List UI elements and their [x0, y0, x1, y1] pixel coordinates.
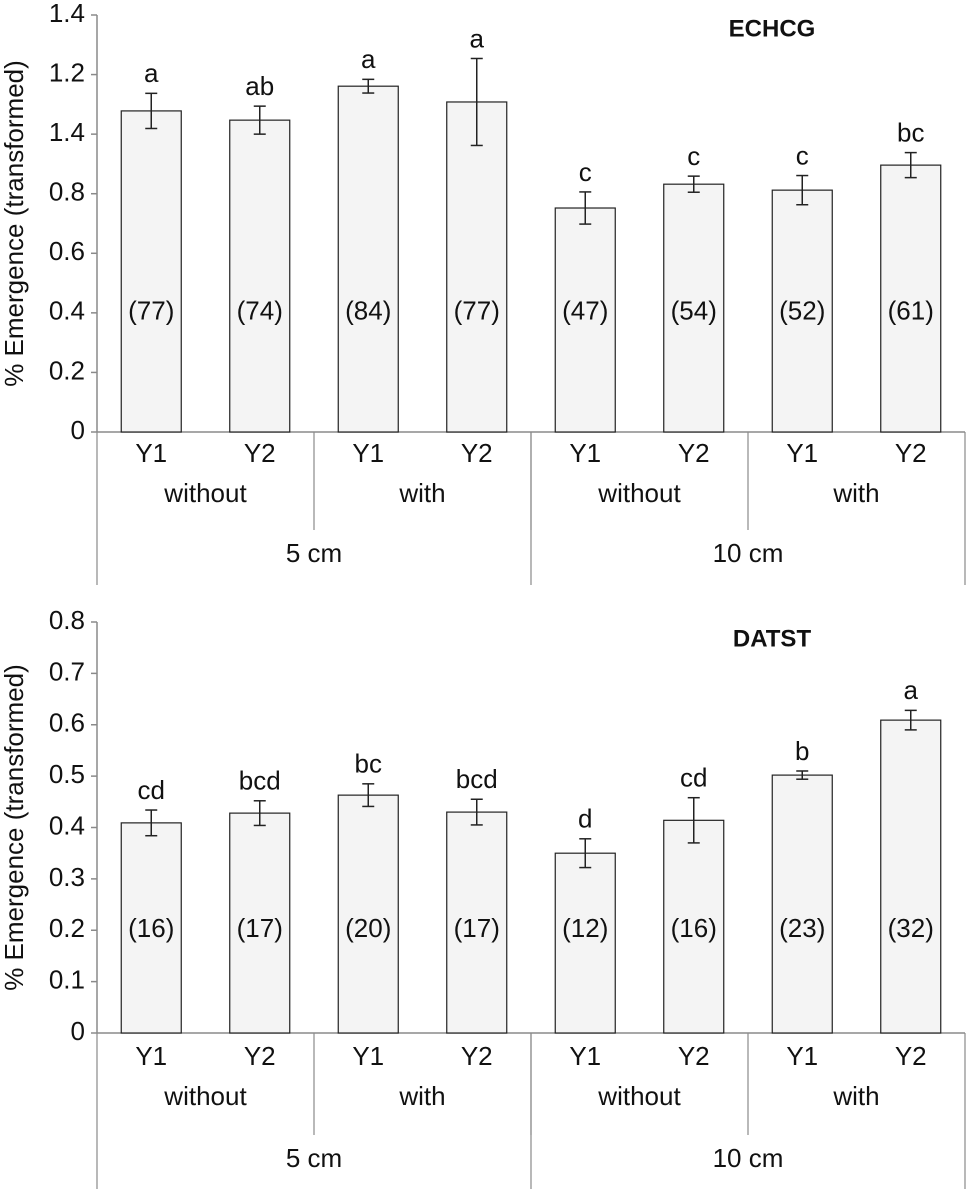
y-tick-label: 0 — [71, 1016, 85, 1046]
significance-letter: cd — [138, 775, 165, 805]
x-tick-label: Y1 — [786, 1041, 818, 1071]
y-tick-label: 0.5 — [49, 759, 85, 789]
bar — [446, 101, 508, 433]
y-tick-label: 1.2 — [49, 57, 85, 87]
x-tick-label: Y1 — [352, 1041, 384, 1071]
y-tick-label: 0.7 — [49, 656, 85, 686]
x-tick-label: Y1 — [786, 438, 818, 468]
bar — [663, 819, 725, 1034]
y-tick-label: 0.6 — [49, 708, 85, 738]
supergroup-label: 5 cm — [286, 1143, 342, 1173]
count-label: (12) — [562, 913, 608, 943]
y-tick-label: 0.2 — [49, 355, 85, 385]
y-tick-label: 1.4 — [49, 117, 85, 147]
bar — [229, 812, 291, 1034]
bar — [663, 183, 725, 433]
significance-letter: bcd — [456, 764, 498, 794]
x-tick-label: Y1 — [135, 1041, 167, 1071]
count-label: (74) — [237, 296, 283, 326]
group-label: without — [597, 1081, 681, 1111]
count-label: (52) — [779, 296, 825, 326]
group-label: without — [163, 478, 247, 508]
x-tick-label: Y2 — [895, 438, 927, 468]
bar — [880, 719, 942, 1034]
x-tick-label: Y1 — [569, 1041, 601, 1071]
y-tick-label: 0.6 — [49, 236, 85, 266]
group-label: without — [597, 478, 681, 508]
significance-letter: a — [361, 44, 376, 74]
bar — [337, 85, 399, 433]
bar — [120, 110, 182, 433]
bar — [120, 822, 182, 1034]
y-tick-label: 0.2 — [49, 913, 85, 943]
significance-letter: a — [144, 58, 159, 88]
group-label: with — [832, 478, 879, 508]
y-tick-label: 0.8 — [49, 177, 85, 207]
significance-letter: bcd — [239, 766, 281, 796]
count-label: (20) — [345, 913, 391, 943]
x-tick-label: Y2 — [461, 1041, 493, 1071]
significance-letter: ab — [245, 71, 274, 101]
bar — [880, 164, 942, 433]
x-tick-label: Y1 — [135, 438, 167, 468]
significance-letter: c — [687, 141, 700, 171]
group-label: with — [398, 1081, 445, 1111]
x-tick-label: Y2 — [678, 1041, 710, 1071]
y-axis-label: % Emergence (transformed) — [0, 60, 29, 387]
x-tick-label: Y2 — [895, 1041, 927, 1071]
chart-title: DATST — [733, 625, 812, 652]
x-tick-label: Y1 — [352, 438, 384, 468]
bar — [554, 852, 616, 1034]
x-tick-label: Y2 — [678, 438, 710, 468]
bar — [771, 774, 833, 1034]
bar — [446, 811, 508, 1034]
significance-letter: d — [578, 804, 592, 834]
bar — [337, 794, 399, 1034]
count-label: (47) — [562, 296, 608, 326]
significance-letter: a — [904, 675, 919, 705]
group-label: with — [832, 1081, 879, 1111]
count-label: (77) — [128, 296, 174, 326]
count-label: (54) — [671, 296, 717, 326]
group-label: without — [163, 1081, 247, 1111]
count-label: (84) — [345, 296, 391, 326]
y-tick-label: 0.4 — [49, 810, 85, 840]
bar — [771, 189, 833, 433]
count-label: (16) — [128, 913, 174, 943]
significance-letter: a — [470, 23, 485, 53]
group-label: with — [398, 478, 445, 508]
count-label: (17) — [237, 913, 283, 943]
significance-letter: c — [796, 140, 809, 170]
count-label: (23) — [779, 913, 825, 943]
count-label: (17) — [454, 913, 500, 943]
significance-letter: bc — [355, 749, 382, 779]
x-tick-label: Y2 — [461, 438, 493, 468]
y-tick-label: 0.3 — [49, 862, 85, 892]
y-tick-label: 0.4 — [49, 296, 85, 326]
supergroup-label: 10 cm — [713, 1143, 784, 1173]
bar — [229, 119, 291, 433]
x-tick-label: Y1 — [569, 438, 601, 468]
significance-letter: c — [579, 157, 592, 187]
supergroup-label: 10 cm — [713, 538, 784, 568]
y-tick-label: 0.1 — [49, 965, 85, 995]
count-label: (32) — [888, 913, 934, 943]
count-label: (61) — [888, 296, 934, 326]
significance-letter: b — [795, 736, 809, 766]
x-tick-label: Y2 — [244, 1041, 276, 1071]
significance-letter: bc — [897, 117, 924, 147]
bar — [554, 207, 616, 433]
chart-title: ECHCG — [729, 15, 816, 42]
supergroup-label: 5 cm — [286, 538, 342, 568]
significance-letter: cd — [680, 763, 707, 793]
y-tick-label: 0 — [71, 415, 85, 445]
count-label: (77) — [454, 296, 500, 326]
y-axis-label: % Emergence (transformed) — [0, 664, 29, 991]
y-tick-label: 1.4 — [49, 0, 85, 28]
x-tick-label: Y2 — [244, 438, 276, 468]
count-label: (16) — [671, 913, 717, 943]
y-tick-label: 0.8 — [49, 605, 85, 635]
